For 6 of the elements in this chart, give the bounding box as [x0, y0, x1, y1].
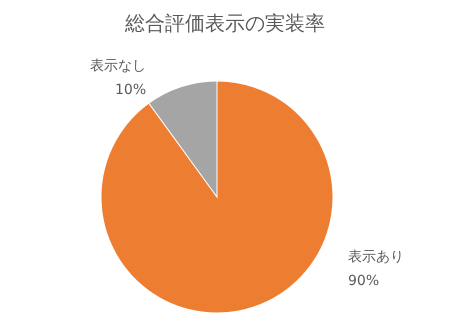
data-label: 90% [348, 273, 380, 289]
chart-title: 総合評価表示の実装率 [124, 11, 325, 35]
pie-slice [100, 80, 334, 314]
data-label: 10% [115, 82, 146, 98]
slice-label: 表示あり [348, 249, 404, 265]
slice-label: 表示なし [90, 58, 146, 74]
